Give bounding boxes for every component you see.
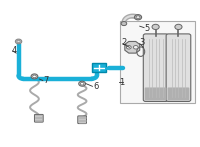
Circle shape bbox=[133, 46, 138, 49]
FancyBboxPatch shape bbox=[143, 34, 168, 101]
Circle shape bbox=[126, 46, 131, 49]
FancyBboxPatch shape bbox=[166, 34, 191, 101]
Polygon shape bbox=[125, 41, 140, 53]
Circle shape bbox=[33, 75, 36, 78]
Circle shape bbox=[17, 40, 20, 43]
Circle shape bbox=[79, 81, 86, 86]
FancyBboxPatch shape bbox=[78, 116, 86, 124]
Circle shape bbox=[136, 16, 140, 19]
FancyBboxPatch shape bbox=[168, 87, 189, 100]
Text: 5: 5 bbox=[145, 24, 150, 33]
Text: 1: 1 bbox=[119, 78, 124, 87]
Text: 6: 6 bbox=[93, 82, 98, 91]
Circle shape bbox=[15, 39, 22, 44]
FancyBboxPatch shape bbox=[120, 21, 195, 103]
Circle shape bbox=[80, 82, 84, 85]
FancyBboxPatch shape bbox=[145, 87, 167, 100]
Circle shape bbox=[152, 24, 159, 30]
FancyBboxPatch shape bbox=[92, 64, 106, 72]
Circle shape bbox=[121, 21, 127, 26]
Circle shape bbox=[31, 74, 38, 79]
Text: 7: 7 bbox=[43, 76, 49, 85]
Circle shape bbox=[175, 24, 182, 30]
Text: 3: 3 bbox=[139, 38, 145, 47]
Text: 4: 4 bbox=[12, 46, 17, 55]
Text: 2: 2 bbox=[121, 38, 127, 47]
FancyBboxPatch shape bbox=[34, 114, 43, 122]
Circle shape bbox=[134, 15, 142, 20]
